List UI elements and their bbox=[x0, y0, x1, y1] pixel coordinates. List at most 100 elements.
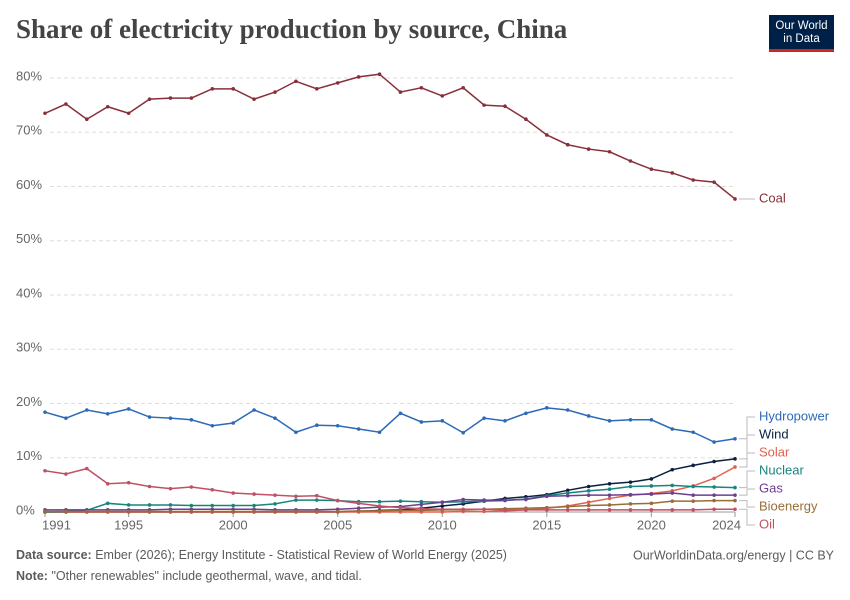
data-point bbox=[712, 459, 716, 464]
data-point bbox=[147, 484, 152, 489]
data-point bbox=[712, 485, 716, 489]
data-point bbox=[691, 499, 695, 503]
data-point bbox=[524, 117, 528, 122]
data-point bbox=[649, 477, 654, 481]
data-point bbox=[670, 508, 675, 512]
data-point bbox=[628, 484, 633, 489]
legend-label: Solar bbox=[759, 444, 790, 459]
data-point bbox=[440, 500, 445, 505]
data-point bbox=[649, 484, 654, 488]
y-tick-label: 70% bbox=[16, 123, 42, 138]
series bbox=[43, 466, 737, 512]
data-point bbox=[105, 481, 110, 486]
legend-label: Coal bbox=[759, 190, 786, 205]
series-line bbox=[45, 499, 735, 513]
data-point bbox=[586, 147, 591, 151]
data-point bbox=[649, 167, 654, 171]
data-point bbox=[335, 81, 340, 85]
data-point bbox=[565, 142, 570, 147]
x-tick-label: 1991 bbox=[42, 517, 71, 532]
x-tick-label: 2024 bbox=[712, 517, 741, 532]
data-point bbox=[231, 503, 235, 508]
data-point bbox=[628, 480, 633, 484]
data-point bbox=[273, 416, 277, 420]
legend-label: Bioenergy bbox=[759, 498, 818, 513]
data-point bbox=[482, 416, 486, 420]
x-tick-label: 2020 bbox=[637, 517, 666, 532]
data-point bbox=[315, 87, 319, 91]
label-connector bbox=[739, 488, 755, 496]
data-point bbox=[649, 492, 654, 496]
data-point bbox=[461, 507, 465, 512]
data-point bbox=[294, 79, 298, 84]
logo-text: Our World bbox=[775, 20, 827, 32]
data-point bbox=[231, 421, 235, 425]
data-point bbox=[252, 97, 256, 101]
data-point bbox=[273, 90, 277, 94]
data-point bbox=[189, 96, 194, 100]
data-point bbox=[440, 507, 445, 512]
series bbox=[43, 72, 737, 201]
data-point bbox=[210, 509, 215, 514]
data-point bbox=[586, 489, 591, 493]
note-label: Note: bbox=[16, 569, 48, 583]
data-point bbox=[231, 509, 235, 514]
data-point bbox=[147, 97, 152, 101]
data-point bbox=[377, 430, 382, 435]
data-point bbox=[210, 423, 215, 428]
data-point bbox=[419, 420, 424, 424]
data-point bbox=[335, 498, 340, 503]
data-point bbox=[398, 508, 403, 513]
legend-label: Wind bbox=[759, 426, 789, 441]
data-point bbox=[147, 509, 152, 514]
data-point bbox=[231, 87, 235, 91]
data-point bbox=[105, 412, 110, 416]
logo: Our World in Data bbox=[769, 15, 834, 52]
legend-label: Oil bbox=[759, 516, 775, 531]
data-point bbox=[189, 485, 194, 489]
data-point bbox=[273, 509, 277, 514]
data-point bbox=[628, 502, 633, 506]
data-point bbox=[64, 416, 68, 420]
data-point bbox=[524, 411, 528, 416]
data-point bbox=[733, 197, 737, 201]
data-point bbox=[43, 509, 47, 514]
data-point bbox=[733, 436, 737, 441]
data-point bbox=[691, 493, 695, 497]
data-point bbox=[105, 104, 110, 109]
data-point bbox=[189, 509, 194, 514]
data-point bbox=[168, 416, 173, 420]
data-point bbox=[712, 493, 716, 497]
data-point bbox=[586, 493, 591, 497]
data-point bbox=[85, 509, 89, 514]
data-point bbox=[691, 484, 695, 489]
y-tick-label: 30% bbox=[16, 340, 42, 355]
data-point bbox=[398, 505, 403, 510]
data-point bbox=[565, 493, 570, 498]
x-tick-label: 2015 bbox=[532, 517, 561, 532]
data-point bbox=[565, 508, 570, 512]
data-point bbox=[294, 430, 298, 435]
data-point bbox=[335, 509, 340, 514]
data-point bbox=[545, 133, 549, 137]
data-point bbox=[649, 501, 654, 506]
label-connector bbox=[739, 434, 755, 460]
data-point bbox=[168, 486, 173, 491]
data-point bbox=[670, 467, 675, 472]
data-point bbox=[607, 149, 612, 154]
data-point bbox=[670, 171, 675, 175]
data-point bbox=[482, 103, 486, 107]
data-point bbox=[670, 483, 675, 488]
data-point bbox=[565, 408, 570, 412]
data-point bbox=[377, 504, 382, 508]
label-connector bbox=[739, 416, 755, 440]
data-point bbox=[586, 484, 591, 489]
data-point bbox=[733, 457, 737, 461]
data-point bbox=[607, 496, 612, 501]
y-tick-label: 20% bbox=[16, 394, 42, 409]
url: OurWorldinData.org/energy | CC BY bbox=[633, 548, 835, 562]
data-point bbox=[419, 85, 424, 90]
data-point bbox=[503, 508, 507, 512]
data-point bbox=[649, 508, 654, 512]
